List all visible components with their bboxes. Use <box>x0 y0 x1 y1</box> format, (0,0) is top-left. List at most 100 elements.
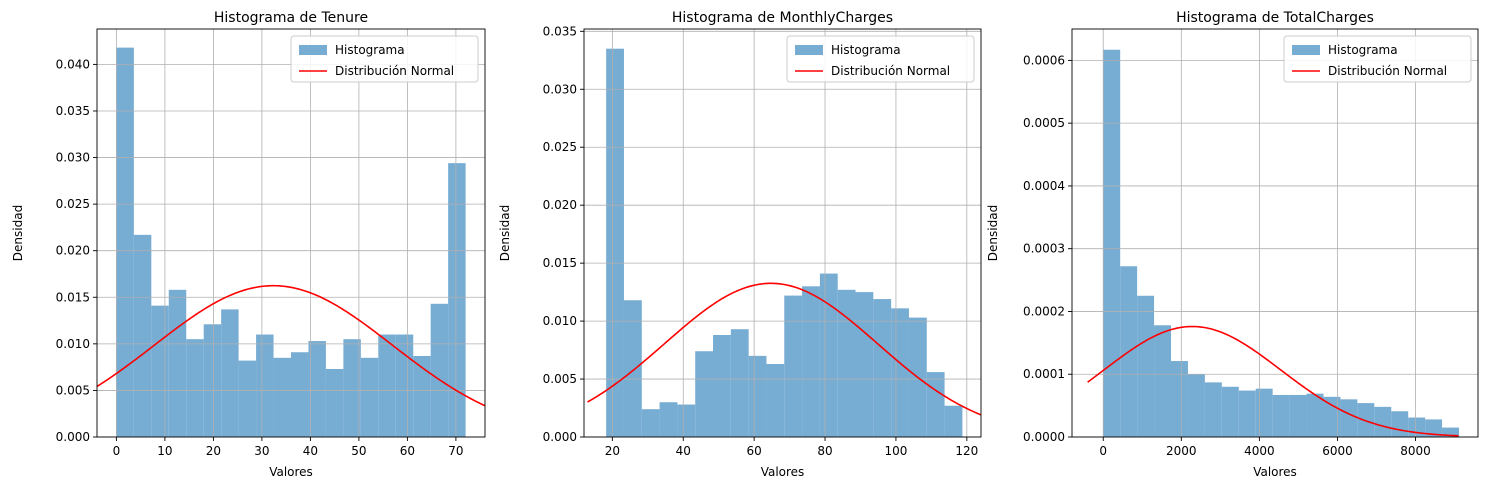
histogram-bar <box>1137 295 1155 437</box>
histogram-bar <box>203 324 222 437</box>
y-tick-label: 0.015 <box>543 256 577 270</box>
y-axis-label: Densidad <box>498 205 512 261</box>
histogram-bar <box>766 363 785 437</box>
x-tick-label: 2000 <box>1166 444 1197 458</box>
x-tick-label: 40 <box>676 444 691 458</box>
y-tick-label: 0.005 <box>543 372 577 386</box>
x-tick-label: 100 <box>884 444 907 458</box>
histogram-bar <box>1171 361 1188 437</box>
axes-frame <box>583 28 982 438</box>
y-tick-label: 0.015 <box>56 290 90 304</box>
legend-box <box>290 35 479 83</box>
histogram-bar <box>1154 325 1172 437</box>
histogram-bar <box>784 295 803 437</box>
x-tick-label: 30 <box>254 444 269 458</box>
x-tick-label: 0 <box>113 444 121 458</box>
histogram-bar <box>151 305 169 437</box>
y-tick-label: 0.030 <box>56 151 90 165</box>
legend-label-normal: Distribución Normal <box>831 64 950 78</box>
histogram-bar <box>837 289 856 437</box>
x-tick-label: 80 <box>817 444 832 458</box>
histogram-bar <box>273 357 291 437</box>
histogram-bar <box>1221 386 1239 437</box>
x-tick-label: 6000 <box>1322 444 1353 458</box>
histogram-bar <box>116 47 134 438</box>
normal-distribution-line <box>1087 325 1459 437</box>
y-tick-label: 0.025 <box>56 197 90 211</box>
y-tick-label: 0.035 <box>543 24 577 38</box>
legend-box <box>786 35 975 83</box>
y-tick-label: 0.040 <box>56 57 90 71</box>
x-axis-label: Valores <box>1253 465 1297 479</box>
histogram-bar <box>448 163 466 437</box>
axes-frame <box>96 28 486 438</box>
histogram-bar <box>1391 411 1409 437</box>
histogram-bar <box>256 334 274 437</box>
histogram-bar <box>748 355 767 437</box>
histogram-bar <box>1204 382 1222 437</box>
histogram-bar <box>238 360 257 437</box>
histogram-bar <box>1187 374 1205 437</box>
y-tick-label: 0.0002 <box>1023 304 1065 318</box>
histogram-bar <box>325 369 344 437</box>
chart-title: Histograma de MonthlyCharges <box>672 10 893 26</box>
legend-swatch-histogram <box>1292 45 1320 55</box>
y-axis-label: Densidad <box>11 205 25 261</box>
chart-title: Histograma de Tenure <box>214 10 368 26</box>
histogram-bar <box>944 405 963 437</box>
chart-title: Histograma de TotalCharges <box>1176 10 1374 26</box>
legend-label-histogram: Histograma <box>1328 43 1398 57</box>
y-axis-label: Densidad <box>986 205 1000 261</box>
x-tick-label: 0 <box>1099 444 1107 458</box>
legend-box <box>1283 35 1472 83</box>
histogram-bar <box>873 299 892 437</box>
legend: Histograma Distribución Normal <box>786 35 975 83</box>
histogram-bar <box>623 300 642 437</box>
x-tick-label: 50 <box>351 444 366 458</box>
histogram-bar <box>891 308 909 437</box>
x-tick-label: 60 <box>747 444 762 458</box>
legend: Histograma Distribución Normal <box>1283 35 1472 83</box>
y-tick-label: 0.010 <box>56 337 90 351</box>
histogram-bar <box>186 339 204 437</box>
x-tick-label: 20 <box>605 444 620 458</box>
y-tick-label: 0.000 <box>543 430 577 444</box>
histogram-bar <box>221 309 239 437</box>
histogram-bar <box>395 334 414 437</box>
chart-panel-1: 0 10 20 30 40 50 60 70 0.000 0.005 0.010 0.015 0.020… <box>11 10 486 479</box>
histogram-bar <box>1442 427 1460 437</box>
histogram-bar <box>1289 394 1307 437</box>
histogram-bar <box>641 409 660 437</box>
y-tick-label: 0.0006 <box>1023 53 1065 67</box>
histogram-bar <box>1408 417 1426 437</box>
legend: Histograma Distribución Normal <box>290 35 479 83</box>
histogram-bar <box>1306 393 1324 437</box>
chart-panel-2: 20 40 60 80 100 120 0.000 0.005 0.010 0.015 0.020 0… <box>498 10 982 479</box>
y-tick-label: 0.025 <box>543 140 577 154</box>
histogram-bar <box>378 334 396 437</box>
x-axis-label: Valores <box>761 465 805 479</box>
legend-label-normal: Distribución Normal <box>335 64 454 78</box>
chart-panel-3: 0 2000 4000 6000 8000 0.0000 0.0001 0.0002 0.000… <box>986 10 1479 479</box>
histogram-bar <box>413 355 431 437</box>
histogram-bar <box>168 289 187 437</box>
histogram-bar <box>713 335 731 437</box>
x-tick-label: 10 <box>157 444 172 458</box>
histogram-bar <box>133 234 152 437</box>
normal-distribution-line <box>587 282 982 416</box>
y-tick-label: 0.020 <box>543 198 577 212</box>
histogram-bar <box>677 404 696 437</box>
histogram-bar <box>855 292 874 437</box>
histogram-bar <box>802 286 820 437</box>
histogram-bar <box>430 303 449 437</box>
y-tick-label: 0.0005 <box>1023 116 1065 130</box>
x-tick-label: 8000 <box>1400 444 1431 458</box>
histogram-bar <box>730 329 749 437</box>
x-tick-label: 20 <box>206 444 221 458</box>
histogram-bar <box>926 372 945 437</box>
histogram-bar <box>695 351 714 437</box>
histogram-bar <box>1255 388 1273 437</box>
y-tick-label: 0.000 <box>56 430 90 444</box>
histogram-bar <box>1340 399 1358 437</box>
